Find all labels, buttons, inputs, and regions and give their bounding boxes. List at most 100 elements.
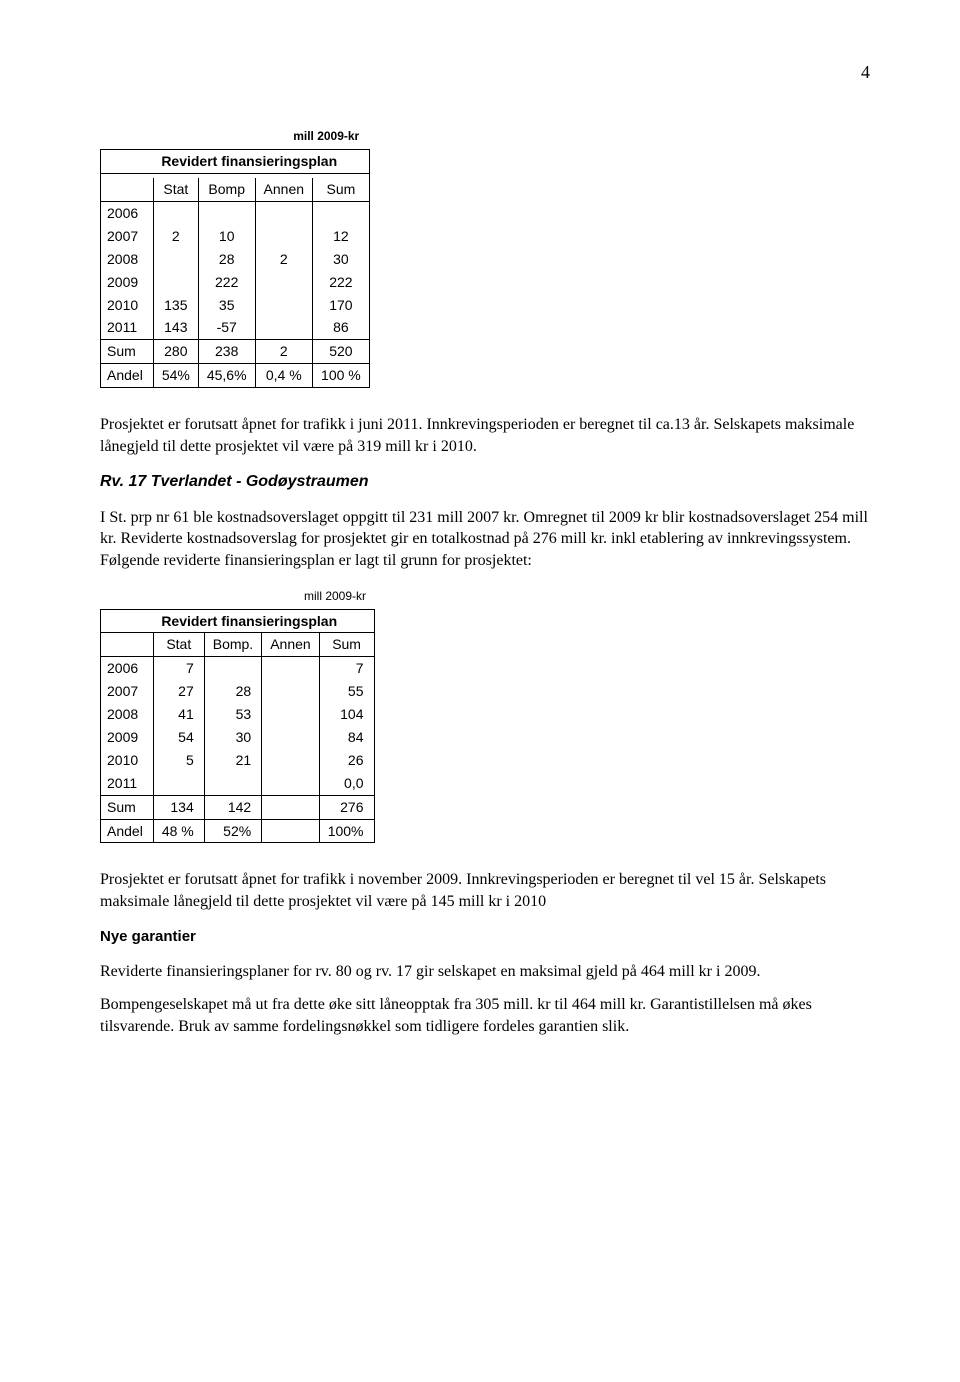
- table2-container: mill 2009-kr Revidert finansieringsplan …: [100, 584, 460, 844]
- paragraph-1: Prosjektet er forutsatt åpnet for trafik…: [100, 414, 880, 457]
- table1-sum-label: Sum: [101, 340, 154, 364]
- cell: 100 %: [313, 364, 370, 388]
- table1-col-annen: Annen: [255, 178, 312, 201]
- cell: 86: [313, 316, 370, 339]
- cell: [255, 225, 312, 248]
- cell: 12: [313, 225, 370, 248]
- cell: [255, 201, 312, 224]
- cell: 45,6%: [198, 364, 255, 388]
- cell: 7: [319, 657, 374, 680]
- cell: 142: [204, 795, 261, 819]
- cell: [153, 772, 204, 795]
- heading-rv17: Rv. 17 Tverlandet - Godøystraumen: [100, 471, 880, 493]
- cell: 27: [153, 680, 204, 703]
- cell: 26: [319, 749, 374, 772]
- cell: 2: [255, 248, 312, 271]
- cell: 7: [153, 657, 204, 680]
- heading-nye-garantier: Nye garantier: [100, 927, 880, 947]
- table2-sum-label: Sum: [101, 795, 154, 819]
- cell: [313, 201, 370, 224]
- cell: 104: [319, 703, 374, 726]
- cell: [153, 271, 198, 294]
- cell: 0,0: [319, 772, 374, 795]
- table-row: 2008: [101, 703, 154, 726]
- cell: [262, 795, 319, 819]
- cell: 41: [153, 703, 204, 726]
- table-row: 2007: [101, 680, 154, 703]
- cell: [198, 201, 255, 224]
- cell: 54%: [153, 364, 198, 388]
- table1-col-bomp: Bomp: [198, 178, 255, 201]
- table2-unit: mill 2009-kr: [304, 589, 366, 603]
- cell: 238: [198, 340, 255, 364]
- table1-title: Revidert finansieringsplan: [153, 150, 369, 174]
- table-row: 2009: [101, 726, 154, 749]
- table2-col-stat: Stat: [153, 633, 204, 657]
- cell: 135: [153, 294, 198, 317]
- cell: 134: [153, 795, 204, 819]
- paragraph-3: Prosjektet er forutsatt åpnet for trafik…: [100, 869, 880, 912]
- table2-col-bomp: Bomp.: [204, 633, 261, 657]
- paragraph-5: Bompengeselskapet må ut fra dette øke si…: [100, 994, 880, 1037]
- table1-andel-label: Andel: [101, 364, 154, 388]
- table-row: 2009: [101, 271, 154, 294]
- cell: [153, 248, 198, 271]
- table2-col-annen: Annen: [262, 633, 319, 657]
- cell: 84: [319, 726, 374, 749]
- cell: 55: [319, 680, 374, 703]
- table2-andel-label: Andel: [101, 819, 154, 843]
- cell: 21: [204, 749, 261, 772]
- cell: 276: [319, 795, 374, 819]
- cell: 10: [198, 225, 255, 248]
- cell: -57: [198, 316, 255, 339]
- cell: 2: [255, 340, 312, 364]
- cell: 143: [153, 316, 198, 339]
- cell: 280: [153, 340, 198, 364]
- cell: 520: [313, 340, 370, 364]
- paragraph-2: I St. prp nr 61 ble kostnadsoverslaget o…: [100, 507, 880, 572]
- table2-col-sum: Sum: [319, 633, 374, 657]
- cell: [262, 657, 319, 680]
- cell: 0,4 %: [255, 364, 312, 388]
- cell: [255, 316, 312, 339]
- paragraph-4: Reviderte finansieringsplaner for rv. 80…: [100, 961, 880, 983]
- table2: mill 2009-kr Revidert finansieringsplan …: [100, 584, 375, 844]
- cell: 52%: [204, 819, 261, 843]
- table-row: 2010: [101, 749, 154, 772]
- table1-container: mill 2009-kr Revidert finansieringsplan …: [100, 124, 460, 388]
- cell: 35: [198, 294, 255, 317]
- cell: 54: [153, 726, 204, 749]
- cell: 30: [204, 726, 261, 749]
- cell: 53: [204, 703, 261, 726]
- cell: [262, 726, 319, 749]
- table-row: 2008: [101, 248, 154, 271]
- cell: 222: [313, 271, 370, 294]
- table-row: 2007: [101, 225, 154, 248]
- cell: [262, 772, 319, 795]
- cell: 28: [198, 248, 255, 271]
- cell: [255, 294, 312, 317]
- cell: 48 %: [153, 819, 204, 843]
- table1-col-stat: Stat: [153, 178, 198, 201]
- cell: [153, 201, 198, 224]
- table2-title: Revidert finansieringsplan: [153, 609, 374, 633]
- page-number: 4: [100, 60, 880, 84]
- table1-unit: mill 2009-kr: [293, 129, 359, 143]
- cell: 30: [313, 248, 370, 271]
- cell: [262, 749, 319, 772]
- cell: [262, 680, 319, 703]
- table-row: 2006: [101, 657, 154, 680]
- cell: 170: [313, 294, 370, 317]
- cell: 100%: [319, 819, 374, 843]
- table-row: 2011: [101, 772, 154, 795]
- cell: 222: [198, 271, 255, 294]
- cell: [204, 772, 261, 795]
- cell: [204, 657, 261, 680]
- table-row: 2010: [101, 294, 154, 317]
- table-row: 2006: [101, 201, 154, 224]
- cell: 2: [153, 225, 198, 248]
- cell: [262, 819, 319, 843]
- cell: [262, 703, 319, 726]
- table-row: 2011: [101, 316, 154, 339]
- cell: 5: [153, 749, 204, 772]
